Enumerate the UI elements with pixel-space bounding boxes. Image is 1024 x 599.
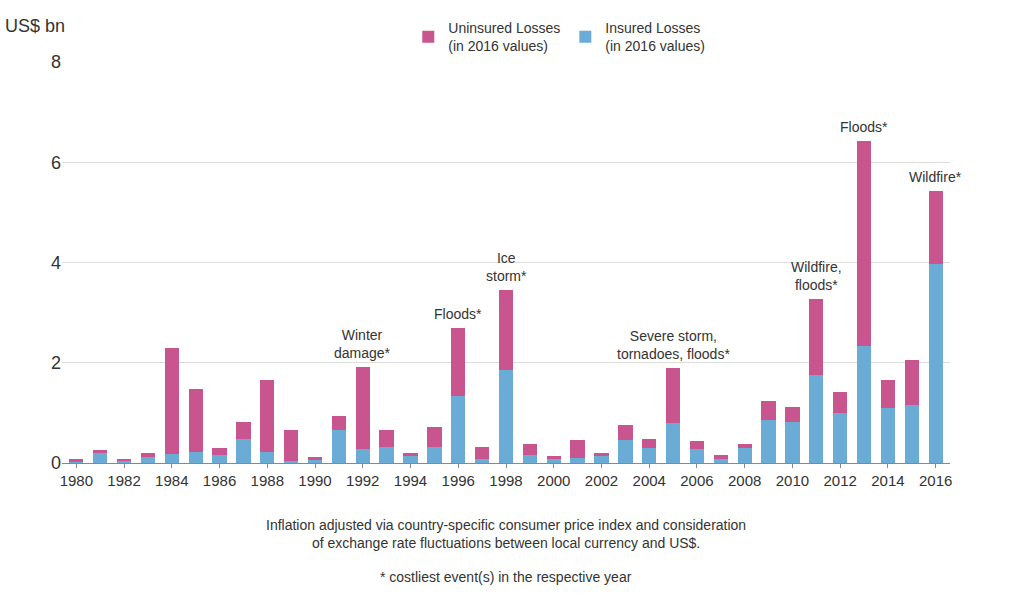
svg-text:1982: 1982 (107, 472, 140, 489)
svg-text:6: 6 (51, 153, 61, 173)
svg-text:Floods*: Floods* (434, 306, 482, 322)
svg-text:2: 2 (51, 353, 61, 373)
svg-text:2010: 2010 (776, 472, 809, 489)
svg-text:4: 4 (51, 253, 61, 273)
svg-text:1986: 1986 (203, 472, 236, 489)
svg-text:Severe storm,tornadoes, floods: Severe storm,tornadoes, floods* (617, 328, 730, 362)
svg-text:0: 0 (51, 453, 61, 473)
svg-text:8: 8 (51, 52, 61, 72)
svg-text:1994: 1994 (394, 472, 427, 489)
svg-text:Winterdamage*: Winterdamage* (334, 327, 391, 361)
svg-text:Floods*: Floods* (840, 119, 888, 135)
svg-text:Inflation adjusted via country: Inflation adjusted via country-specific … (266, 517, 746, 551)
svg-text:Wildfire*: Wildfire* (909, 169, 962, 185)
svg-text:1996: 1996 (442, 472, 475, 489)
svg-text:2012: 2012 (824, 472, 857, 489)
svg-text:2006: 2006 (680, 472, 713, 489)
svg-text:1984: 1984 (155, 472, 188, 489)
svg-text:* costliest event(s) in the re: * costliest event(s) in the respective y… (380, 569, 632, 585)
svg-text:1980: 1980 (60, 472, 93, 489)
svg-text:2002: 2002 (585, 472, 618, 489)
svg-text:Insured Losses(in 2016 values): Insured Losses(in 2016 values) (605, 20, 705, 54)
svg-text:1990: 1990 (298, 472, 331, 489)
svg-text:2004: 2004 (633, 472, 666, 489)
svg-text:Icestorm*: Icestorm* (486, 250, 527, 284)
svg-text:US$ bn: US$ bn (5, 16, 65, 36)
svg-text:1992: 1992 (346, 472, 379, 489)
svg-text:2016: 2016 (919, 472, 952, 489)
svg-text:2014: 2014 (871, 472, 904, 489)
svg-text:1998: 1998 (489, 472, 522, 489)
svg-text:Uninsured Losses(in 2016 value: Uninsured Losses(in 2016 values) (448, 20, 560, 54)
svg-text:1988: 1988 (251, 472, 284, 489)
svg-text:2000: 2000 (537, 472, 570, 489)
svg-text:Wildfire,floods*: Wildfire,floods* (791, 259, 842, 293)
svg-text:2008: 2008 (728, 472, 761, 489)
